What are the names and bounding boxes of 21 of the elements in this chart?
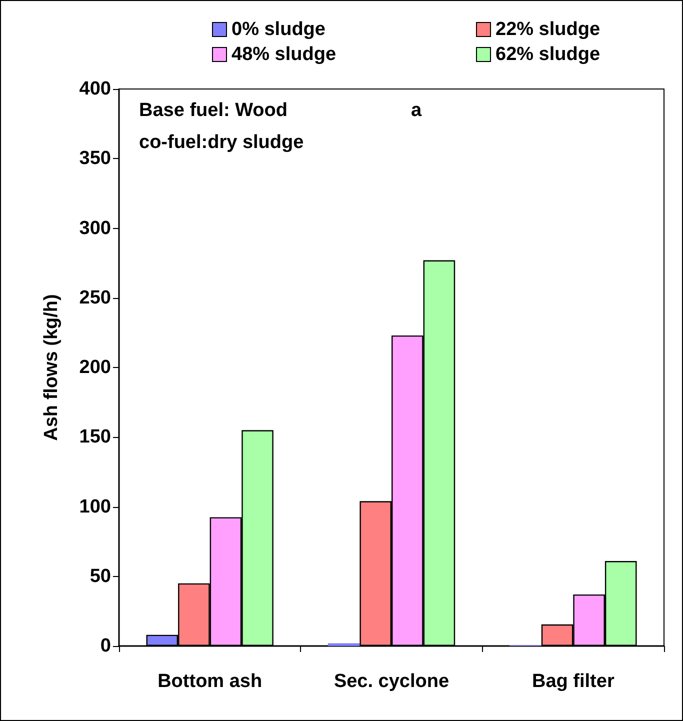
y-tick-label: 200	[79, 357, 111, 378]
annotation: co-fuel:dry sludge	[139, 132, 304, 153]
legend-label: 22% sludge	[496, 19, 600, 40]
annotation: Base fuel: Wood	[139, 100, 288, 121]
legend-label: 0% sludge	[232, 19, 326, 40]
y-tick-label: 400	[79, 78, 111, 100]
y-tick-label: 0	[100, 636, 111, 656]
x-tick-label: Bag filter	[532, 671, 615, 692]
y-tick-label: 150	[79, 426, 111, 448]
x-tick-label: Bottom ash	[158, 671, 262, 692]
x-tick-label: Sec. cyclone	[334, 671, 450, 692]
annotation: a	[411, 100, 422, 121]
y-tick-label: 250	[79, 287, 111, 308]
legend-label: 48% sludge	[232, 44, 336, 65]
y-tick-label: 300	[79, 218, 111, 239]
bar	[328, 643, 360, 646]
legend-label: 62% sludge	[496, 44, 600, 65]
y-axis-title: Ash flows (kg/h)	[41, 294, 62, 441]
y-tick-label: 350	[79, 148, 111, 170]
y-tick-label: 100	[79, 496, 111, 518]
y-tick-label: 50	[90, 566, 111, 587]
